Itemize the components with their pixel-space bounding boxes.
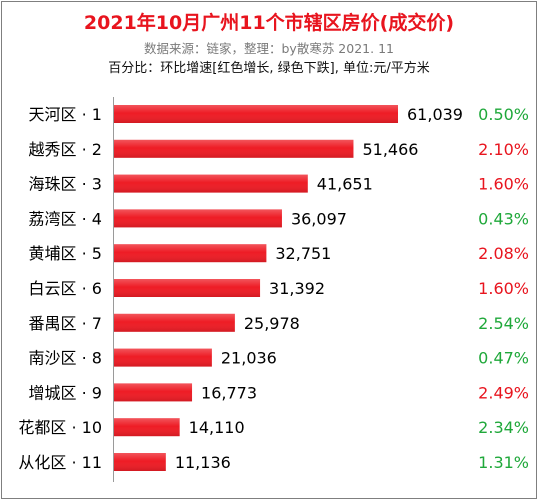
value-label: 16,773 <box>201 383 257 402</box>
bar-shading <box>114 418 180 437</box>
bar-shading <box>114 105 398 123</box>
value-label: 31,392 <box>269 279 325 298</box>
percent-label: 1.31% <box>478 453 529 472</box>
percent-label: 1.60% <box>478 279 529 298</box>
bar-shading <box>114 209 282 228</box>
percent-label: 2.54% <box>478 314 529 333</box>
category-label: 南沙区 · 8 <box>29 349 102 368</box>
value-label: 25,978 <box>244 314 300 333</box>
value-label: 21,036 <box>221 349 277 368</box>
percent-label: 1.60% <box>478 175 529 194</box>
category-label: 越秀区 · 2 <box>29 140 102 159</box>
category-label: 从化区 · 11 <box>18 453 102 472</box>
category-label: 荔湾区 · 4 <box>29 209 102 228</box>
value-label: 51,466 <box>362 140 418 159</box>
bar-shading <box>114 453 166 471</box>
bar-shading <box>114 383 193 402</box>
category-label: 天河区 · 1 <box>29 105 102 124</box>
value-label: 36,097 <box>291 209 347 228</box>
value-label: 32,751 <box>275 244 331 263</box>
percent-label: 2.49% <box>478 383 529 402</box>
category-label: 海珠区 · 3 <box>29 175 102 194</box>
category-label: 白云区 · 6 <box>29 279 102 298</box>
percent-label: 0.43% <box>478 209 529 228</box>
category-label: 黄埔区 · 5 <box>29 244 102 263</box>
percent-label: 2.10% <box>478 140 529 159</box>
percent-label: 0.47% <box>478 349 529 368</box>
percent-label: 2.08% <box>478 244 529 263</box>
percent-label: 0.50% <box>478 105 529 124</box>
value-label: 14,110 <box>189 418 245 437</box>
chart-title: 2021年10月广州11个市辖区房价(成交价) <box>83 12 455 34</box>
value-label: 61,039 <box>407 105 463 124</box>
category-label: 增城区 · 9 <box>29 383 102 402</box>
value-label: 41,651 <box>317 175 373 194</box>
bar-shading <box>114 348 212 367</box>
chart-note: 百分比：环比增速[红色增长, 绿色下跌], 单位:元/平方米 <box>108 61 430 76</box>
bar-shading <box>114 279 261 297</box>
percent-label: 2.34% <box>478 418 529 437</box>
category-label: 花都区 · 10 <box>18 418 102 437</box>
category-label: 番禺区 · 7 <box>29 314 102 333</box>
bar-shading <box>114 313 235 332</box>
chart-subtitle: 数据来源：链家，整理：by散寒苏 2021. 11 <box>144 41 394 56</box>
value-label: 11,136 <box>175 453 231 472</box>
bar-shading <box>114 174 308 193</box>
bar-shading <box>114 139 354 158</box>
bar-shading <box>114 244 267 263</box>
